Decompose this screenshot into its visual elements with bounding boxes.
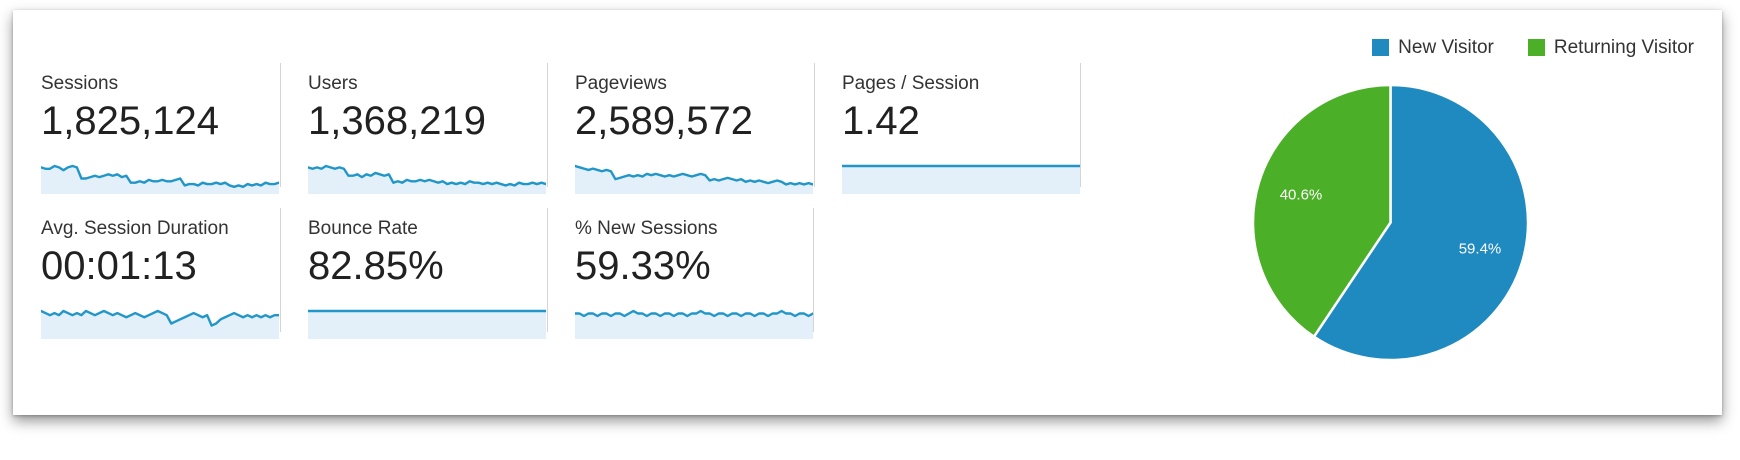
sparkline-pageviews <box>575 160 813 194</box>
metric-card-users[interactable]: Users 1,368,219 <box>280 55 547 200</box>
metric-card-pages-per-session[interactable]: Pages / Session 1.42 <box>814 55 1081 200</box>
metric-value: 1.42 <box>842 99 920 143</box>
metric-value: 59.33% <box>575 244 711 288</box>
visitor-type-chart: New Visitor Returning Visitor 59.4% 40.6% <box>1113 10 1722 415</box>
sparkline-pages-per-session <box>842 160 1080 194</box>
metric-label: Users <box>308 73 358 94</box>
pie-slice-returning-visitor[interactable] <box>1253 85 1392 339</box>
sparkline-bounce-rate <box>308 305 546 339</box>
metric-card-percent-new-sessions[interactable]: % New Sessions 59.33% <box>547 200 814 345</box>
metric-label: Sessions <box>41 73 119 94</box>
metric-card-bounce-rate[interactable]: Bounce Rate 82.85% <box>280 200 547 345</box>
metric-label: Pageviews <box>575 73 667 94</box>
metrics-row-1: Sessions 1,825,124 Users 1,368,219 Pagev… <box>13 55 1113 200</box>
metric-value: 00:01:13 <box>41 244 197 288</box>
metric-label: Bounce Rate <box>308 218 418 239</box>
legend-swatch-icon <box>1527 39 1545 56</box>
metric-value: 1,825,124 <box>41 99 219 143</box>
metric-value: 82.85% <box>308 244 444 288</box>
legend-label: Returning Visitor <box>1553 37 1694 58</box>
metric-label: % New Sessions <box>575 218 718 239</box>
metric-card-empty <box>814 200 1081 345</box>
dashboard-panel: Sessions 1,825,124 Users 1,368,219 Pagev… <box>13 10 1722 415</box>
legend-swatch-icon <box>1372 39 1390 56</box>
metric-card-avg-session-duration[interactable]: Avg. Session Duration 00:01:13 <box>13 200 280 345</box>
metric-label: Pages / Session <box>842 73 980 94</box>
metric-value: 1,368,219 <box>308 99 486 143</box>
sparkline-avg-session-duration <box>41 305 279 339</box>
pie-slice-label-returning-visitor: 40.6% <box>1280 186 1323 203</box>
sparkline-sessions <box>41 160 279 194</box>
pie-slice-new-visitor[interactable] <box>1312 85 1528 360</box>
pie-legend: New Visitor Returning Visitor <box>1372 38 1694 57</box>
sparkline-percent-new-sessions <box>575 305 813 339</box>
sparkline-users <box>308 160 546 194</box>
metrics-section: Sessions 1,825,124 Users 1,368,219 Pagev… <box>13 10 1113 415</box>
metric-card-pageviews[interactable]: Pageviews 2,589,572 <box>547 55 814 200</box>
metric-value: 2,589,572 <box>575 99 753 143</box>
pie-chart[interactable]: 59.4% 40.6% <box>1253 85 1528 360</box>
metric-label: Avg. Session Duration <box>41 218 229 239</box>
metrics-row-2: Avg. Session Duration 00:01:13 Bounce Ra… <box>13 200 1113 345</box>
legend-label: New Visitor <box>1398 37 1494 58</box>
pie-slice-label-new-visitor: 59.4% <box>1459 241 1502 258</box>
metric-card-sessions[interactable]: Sessions 1,825,124 <box>13 55 280 200</box>
legend-item-new-visitor[interactable]: New Visitor <box>1372 38 1494 57</box>
legend-item-returning-visitor[interactable]: Returning Visitor <box>1527 37 1694 58</box>
